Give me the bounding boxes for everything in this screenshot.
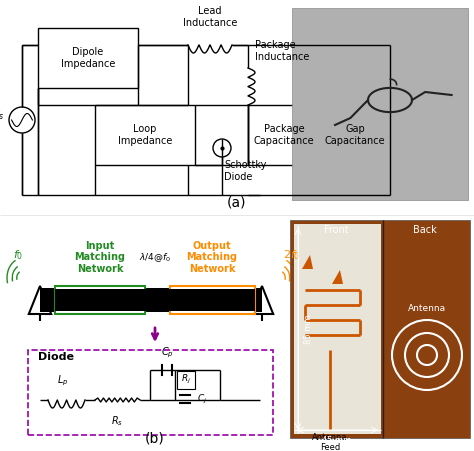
- FancyBboxPatch shape: [28, 350, 273, 435]
- Text: Diode: Diode: [38, 352, 74, 362]
- Text: Gap
Capacitance: Gap Capacitance: [325, 124, 385, 146]
- Polygon shape: [155, 293, 163, 307]
- Text: $f_0$: $f_0$: [13, 248, 23, 262]
- Text: $2f_0$: $2f_0$: [283, 248, 301, 262]
- FancyBboxPatch shape: [177, 371, 195, 389]
- Text: $\lambda/4@f_0$: $\lambda/4@f_0$: [139, 251, 171, 264]
- Text: Front: Front: [324, 225, 348, 235]
- Text: Input
Matching
Network: Input Matching Network: [74, 241, 126, 274]
- Text: Back: Back: [413, 225, 437, 235]
- Bar: [320, 105, 390, 165]
- Bar: [40, 288, 262, 312]
- Bar: [290, 220, 470, 438]
- Text: Output
Matching
Network: Output Matching Network: [186, 241, 237, 274]
- Polygon shape: [332, 270, 343, 284]
- Text: Package
Capacitance: Package Capacitance: [254, 124, 314, 146]
- Bar: [248, 105, 320, 165]
- Text: Dipole
Impedance: Dipole Impedance: [61, 47, 115, 69]
- Text: (b): (b): [145, 431, 165, 445]
- Text: 45 mm: 45 mm: [322, 436, 351, 445]
- Text: Antenna
Feed: Antenna Feed: [312, 433, 348, 451]
- Bar: [170, 289, 255, 311]
- Text: Antenna: Antenna: [408, 304, 446, 313]
- Bar: [95, 105, 195, 165]
- Text: $R_s$: $R_s$: [111, 414, 124, 428]
- Text: $L_p$: $L_p$: [57, 373, 68, 388]
- Bar: [55, 286, 145, 314]
- Text: 85 mm: 85 mm: [304, 314, 313, 344]
- Text: Package
Inductance: Package Inductance: [255, 41, 310, 62]
- Text: $C_j$: $C_j$: [197, 392, 207, 405]
- Bar: [294, 224, 381, 434]
- Bar: [55, 289, 145, 311]
- Polygon shape: [302, 255, 313, 269]
- Bar: [292, 8, 468, 200]
- Bar: [162, 289, 170, 311]
- Bar: [38, 28, 138, 88]
- Text: $C_p$: $C_p$: [161, 345, 174, 360]
- Text: $R_j$: $R_j$: [181, 373, 191, 386]
- Text: Schottky
Diode: Schottky Diode: [224, 160, 266, 182]
- Text: Lead
Inductance: Lead Inductance: [183, 6, 237, 28]
- Bar: [170, 286, 255, 314]
- Text: Loop
Impedance: Loop Impedance: [118, 124, 172, 146]
- Bar: [145, 289, 153, 311]
- Text: (a): (a): [227, 196, 247, 210]
- Text: $V_s$: $V_s$: [0, 108, 4, 122]
